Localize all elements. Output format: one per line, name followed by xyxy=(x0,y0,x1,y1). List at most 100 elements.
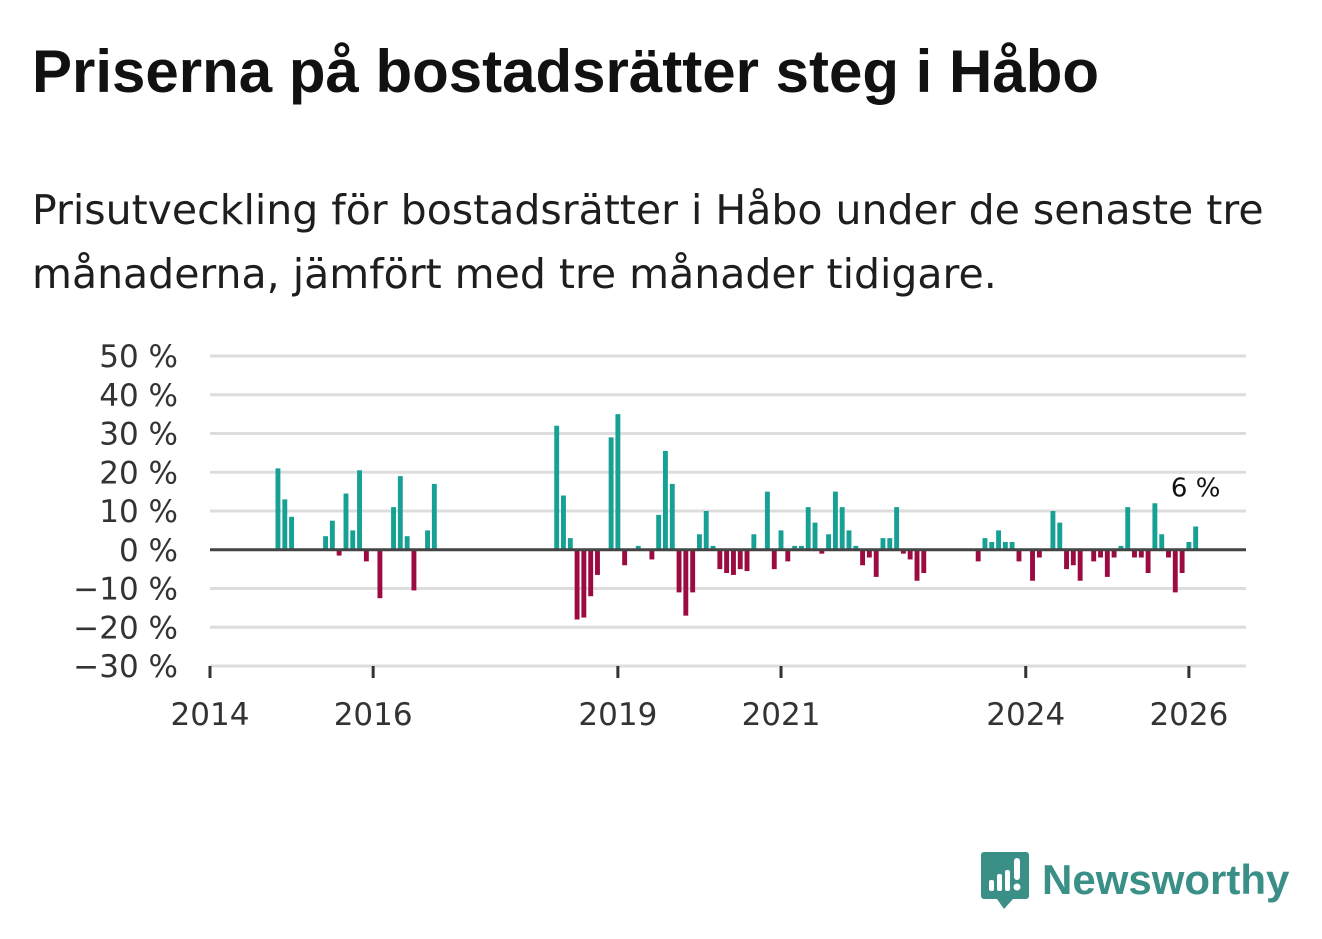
bar xyxy=(574,549,580,620)
x-tick-label: 2016 xyxy=(334,697,413,733)
bar xyxy=(724,549,730,573)
bar xyxy=(989,542,995,550)
bar xyxy=(703,511,709,550)
bar xyxy=(846,530,852,550)
bar xyxy=(622,549,628,566)
bar xyxy=(411,549,417,591)
bar xyxy=(1036,549,1042,558)
x-tick-label: 2026 xyxy=(1149,697,1228,733)
bar xyxy=(275,468,281,550)
bar xyxy=(1193,526,1199,550)
bar xyxy=(635,545,641,550)
bar xyxy=(982,538,988,550)
bar xyxy=(921,549,927,573)
gridlines xyxy=(210,354,1246,668)
bar xyxy=(1104,549,1110,577)
y-tick-label: −20 % xyxy=(73,610,178,646)
bar xyxy=(1118,545,1124,550)
bar xyxy=(1179,549,1185,573)
y-tick-label: 10 % xyxy=(99,494,178,530)
bar xyxy=(819,549,825,554)
bar xyxy=(581,549,587,618)
bar xyxy=(900,549,906,554)
bar xyxy=(744,549,750,572)
brand-name: Newsworthy xyxy=(1042,856,1290,903)
bar xyxy=(676,549,682,593)
bar xyxy=(1030,549,1035,581)
bar xyxy=(1152,503,1158,550)
bar xyxy=(1077,549,1083,581)
bar xyxy=(404,536,410,550)
x-tick-label: 2021 xyxy=(742,697,821,733)
bar xyxy=(1145,549,1151,573)
bar xyxy=(1064,549,1069,570)
bar xyxy=(363,549,369,562)
bar xyxy=(1016,549,1022,562)
bar xyxy=(1070,549,1076,566)
newsworthy-logo-icon xyxy=(981,852,1029,909)
bar xyxy=(710,545,716,550)
bar xyxy=(1159,534,1165,550)
bar xyxy=(1172,549,1178,593)
bar xyxy=(1009,542,1015,550)
bar xyxy=(975,549,981,562)
bar xyxy=(1186,542,1192,550)
bar xyxy=(764,491,770,550)
newsworthy-logo: Newsworthy xyxy=(980,848,1289,912)
bar xyxy=(669,483,675,550)
bar xyxy=(1002,542,1008,550)
bar xyxy=(697,534,702,550)
bar xyxy=(907,549,913,560)
bar xyxy=(1138,549,1144,558)
bar xyxy=(397,476,403,550)
bar xyxy=(289,516,295,550)
bar xyxy=(717,549,723,570)
bar xyxy=(588,549,594,597)
y-tick-label: −30 % xyxy=(73,649,178,685)
bar xyxy=(595,549,600,575)
bar xyxy=(1098,549,1103,558)
y-tick-label: 50 % xyxy=(99,339,178,375)
y-tick-label: 40 % xyxy=(99,378,178,414)
bar xyxy=(649,549,655,560)
bar xyxy=(737,549,743,570)
bar xyxy=(887,538,893,550)
bar xyxy=(1132,549,1137,558)
bar xyxy=(656,514,662,550)
bar xyxy=(853,545,859,550)
bar xyxy=(329,520,335,550)
y-tick-label: −10 % xyxy=(73,572,178,608)
bar xyxy=(731,549,736,575)
bar xyxy=(343,493,349,550)
bar xyxy=(1057,522,1063,550)
bar xyxy=(785,549,791,562)
bar xyxy=(554,425,560,550)
bar xyxy=(350,530,356,550)
bar xyxy=(425,530,430,550)
bar xyxy=(860,549,866,566)
y-tick-label: 0 % xyxy=(119,533,178,569)
bar xyxy=(812,522,818,550)
chart-title: Priserna på bostadsrätter steg i Håbo xyxy=(32,38,1099,105)
bar xyxy=(431,483,437,550)
bar xyxy=(683,549,689,616)
bar xyxy=(1125,507,1131,550)
x-tick-label: 2019 xyxy=(578,697,657,733)
bar xyxy=(805,507,811,550)
bar xyxy=(357,470,362,550)
bar xyxy=(832,491,838,550)
bar xyxy=(792,545,798,550)
bar xyxy=(336,549,342,556)
bar xyxy=(751,534,757,550)
bar-chart: 50 %40 %30 %20 %10 %0 %−10 %−20 %−30 % 20… xyxy=(73,339,1246,733)
bar xyxy=(282,499,288,550)
bar xyxy=(567,538,573,550)
bars xyxy=(275,414,1199,620)
bar xyxy=(873,549,879,577)
bar xyxy=(996,530,1002,550)
bar xyxy=(866,549,872,558)
bar xyxy=(880,538,886,550)
bar xyxy=(690,549,696,593)
x-tick-label: 2014 xyxy=(171,697,250,733)
bar xyxy=(1166,549,1171,558)
